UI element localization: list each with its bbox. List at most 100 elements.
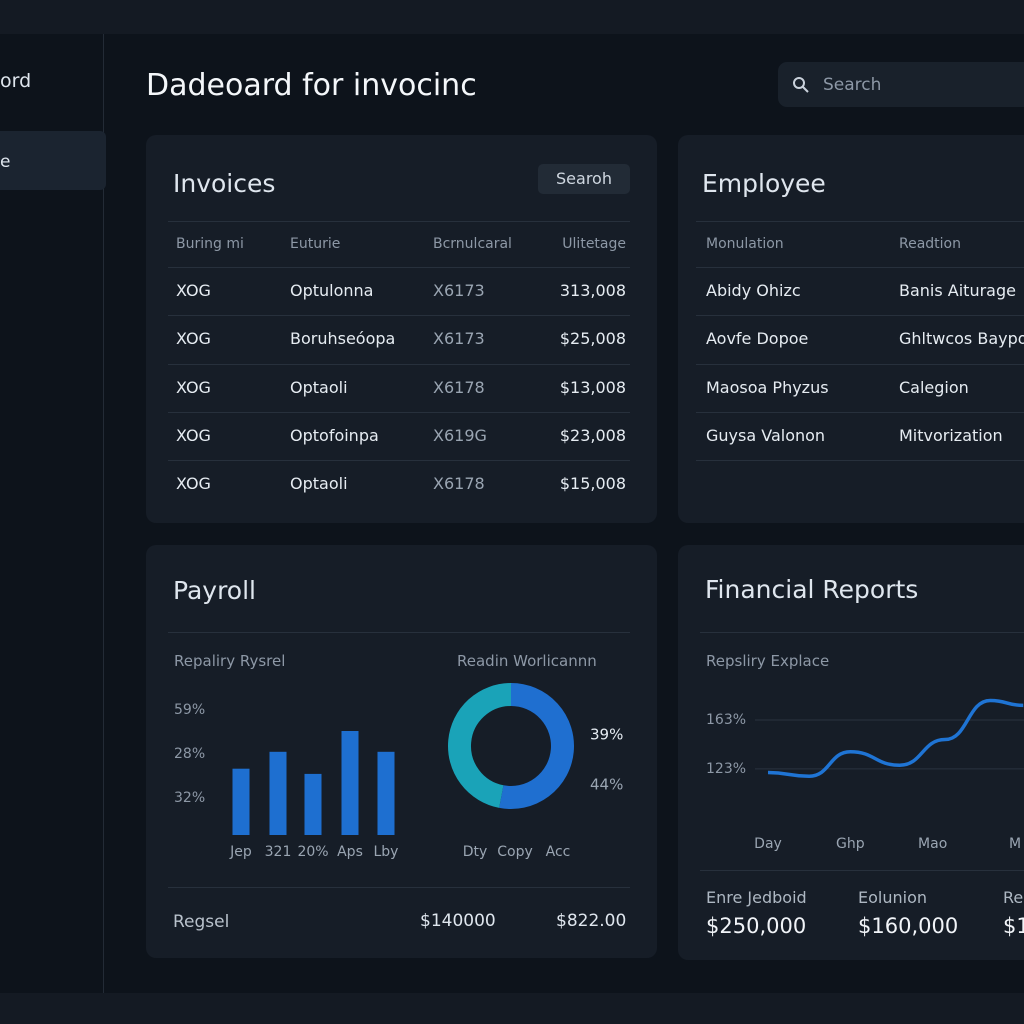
y-tick-label: 163% (706, 712, 746, 728)
search-placeholder[interactable]: Search (823, 75, 882, 95)
divider (696, 460, 1024, 461)
summary-value: $160,000 (858, 914, 959, 938)
x-tick-label: M (1009, 836, 1021, 852)
table-cell: $23,008 (559, 425, 626, 445)
chart-label: Readin Worlicannn (457, 652, 597, 670)
invoices-card (146, 135, 657, 523)
y-tick-label: 123% (706, 761, 746, 777)
column-header: Monulation (706, 236, 784, 252)
sidebar-active[interactable] (0, 131, 106, 190)
table-cell: X6178 (433, 377, 485, 397)
sidebar-item[interactable]: e (0, 152, 11, 172)
card-title: Payroll (173, 576, 256, 605)
divider (168, 363, 630, 365)
divider (696, 411, 1024, 413)
footer-label: Regsel (173, 912, 230, 932)
x-tick-label: Lby (374, 844, 399, 860)
table-cell: $15,008 (559, 474, 626, 494)
table-cell: Optaoli (290, 474, 348, 494)
search-box[interactable] (778, 62, 1024, 107)
table-cell: Optofoinpa (290, 425, 379, 445)
search-button[interactable]: Searoh (538, 164, 630, 194)
column-header: Bcrnulcaral (433, 236, 512, 252)
x-tick-label: 321 (265, 844, 292, 860)
summary-label: Re (1003, 888, 1024, 907)
chart-label: Repsliry Explace (706, 652, 830, 670)
page-title: Dadeoard for invocinc (146, 68, 477, 103)
divider (168, 460, 630, 461)
x-tick-label: 20% (297, 844, 328, 860)
x-tick-label: Dty (463, 844, 488, 860)
divider (696, 363, 1024, 365)
table-cell: X619G (433, 425, 487, 445)
table-cell: Mitvorization (899, 425, 1003, 445)
table-cell: Abidy Ohizc (706, 281, 801, 300)
x-tick-label: Aps (337, 844, 363, 860)
x-tick-label: Jep (229, 844, 252, 860)
divider (700, 632, 1024, 633)
sidebar-item[interactable]: ord (0, 70, 32, 92)
divider (168, 267, 630, 268)
divider (696, 267, 1024, 268)
x-tick-label: Mao (918, 836, 947, 852)
table-cell: Calegion (899, 377, 969, 397)
table-cell: X6173 (433, 281, 485, 300)
divider (168, 315, 630, 317)
table-cell: Ghltwcos Baypo (899, 329, 1024, 349)
divider (696, 221, 1024, 222)
table-cell: Optulonna (290, 281, 374, 300)
bar (341, 731, 359, 835)
bar (232, 768, 250, 835)
table-cell: XOG (176, 377, 211, 397)
summary-label: Enre Jedboid (706, 888, 807, 907)
bar (377, 751, 395, 835)
column-header: Euturie (290, 236, 341, 252)
table-cell: Optaoli (290, 377, 348, 397)
donut-label: 39% (590, 726, 623, 744)
table-cell: $25,008 (559, 329, 626, 349)
bottom-bar (0, 993, 1024, 1024)
divider (700, 870, 1024, 871)
divider (696, 315, 1024, 317)
bar (304, 773, 322, 835)
card-title: Invoices (173, 169, 276, 198)
donut-label: 44% (590, 776, 623, 794)
divider (168, 887, 630, 888)
chart-label: Repaliry Rysrel (174, 652, 286, 670)
table-cell: XOG (176, 329, 211, 349)
divider (168, 411, 630, 413)
summary-value: $1 (1003, 914, 1024, 938)
column-header: Readtion (899, 236, 961, 252)
y-tick-label: 28% (174, 746, 205, 762)
y-tick-label: 32% (174, 790, 205, 806)
table-cell: XOG (176, 474, 211, 494)
table-cell: Aovfe Dopoe (706, 329, 809, 349)
line (767, 698, 1024, 778)
x-tick-label: Copy (497, 844, 533, 860)
top-bar (0, 0, 1024, 34)
footer-amount: $140000 (420, 911, 496, 931)
table-cell: XOG (176, 281, 211, 300)
donut-slice (448, 683, 512, 808)
card-title: Employee (702, 169, 826, 198)
table-cell: Boruhseóopa (290, 329, 396, 349)
divider (168, 221, 630, 222)
table-cell: X6173 (433, 329, 485, 349)
table-cell: X6178 (433, 474, 485, 494)
footer-amount: $822.00 (556, 911, 627, 931)
table-cell: Guysa Valonon (706, 425, 826, 445)
table-cell: $13,008 (559, 377, 626, 397)
table-cell: 313,008 (559, 281, 626, 300)
summary-label: Eolunion (858, 888, 927, 907)
x-tick-label: Acc (546, 844, 571, 860)
divider (168, 632, 630, 633)
table-cell: XOG (176, 425, 211, 445)
x-tick-label: Ghp (836, 836, 865, 852)
column-header: Ulitetage (562, 236, 626, 252)
card-title: Financial Reports (705, 575, 919, 604)
y-tick-label: 59% (174, 702, 205, 718)
employee-card (678, 135, 1024, 523)
table-cell: Maosoa Phyzus (706, 377, 829, 397)
